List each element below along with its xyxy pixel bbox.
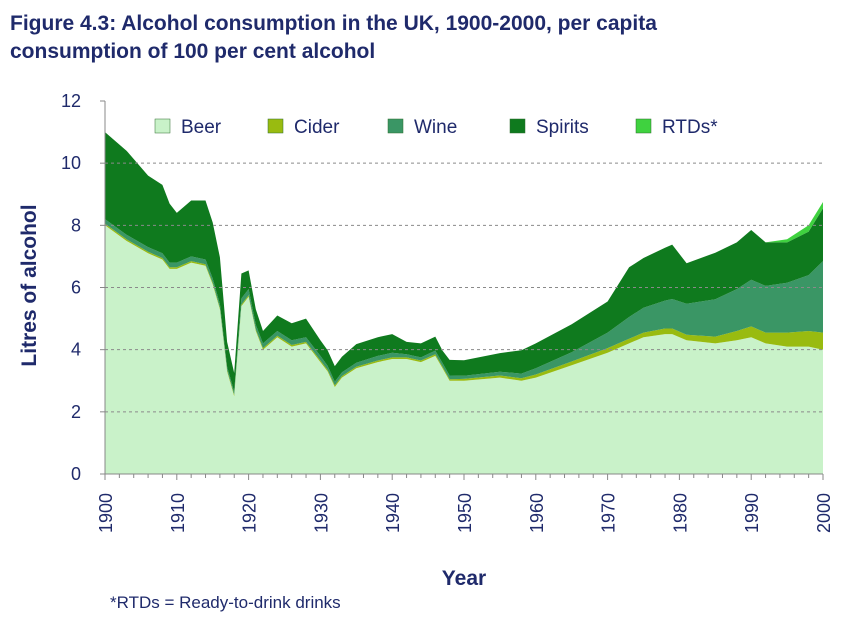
y-axis-title: Litres of alcohol bbox=[18, 204, 41, 366]
area-beer bbox=[105, 225, 823, 474]
x-axis-title: Year bbox=[442, 567, 486, 590]
x-tick-label-1990: 1990 bbox=[742, 493, 762, 533]
x-tick-label-1980: 1980 bbox=[670, 493, 690, 533]
x-tick-label-1930: 1930 bbox=[311, 493, 331, 533]
x-tick-label-1940: 1940 bbox=[383, 493, 403, 533]
y-tick-label-6: 6 bbox=[71, 278, 81, 298]
y-tick-label-10: 10 bbox=[61, 153, 81, 173]
chart-title-line-2: consumption of 100 per cent alcohol bbox=[10, 40, 376, 63]
legend-label-spirits: Spirits bbox=[536, 117, 589, 138]
footnote: *RTDs = Ready-to-drink drinks bbox=[110, 593, 341, 612]
legend-label-wine: Wine bbox=[414, 117, 457, 138]
legend-swatch-cider bbox=[267, 118, 284, 134]
y-tick-label-12: 12 bbox=[61, 91, 81, 111]
x-tick-label-2000: 2000 bbox=[814, 493, 834, 533]
legend-swatch-wine bbox=[387, 118, 404, 134]
y-tick-label-8: 8 bbox=[71, 215, 81, 235]
x-tick-label-1910: 1910 bbox=[168, 493, 188, 533]
legend-label-cider: Cider bbox=[294, 117, 340, 138]
y-tick-label-4: 4 bbox=[71, 340, 81, 360]
y-tick-label-0: 0 bbox=[71, 464, 81, 484]
area-wine bbox=[105, 219, 823, 395]
legend-label-rtds: RTDs* bbox=[662, 117, 718, 138]
legend-swatch-beer bbox=[154, 118, 171, 134]
legend-swatch-spirits bbox=[509, 118, 526, 134]
x-tick-label-1960: 1960 bbox=[527, 493, 547, 533]
x-tick-label-1970: 1970 bbox=[599, 493, 619, 533]
x-tick-label-1950: 1950 bbox=[455, 493, 475, 533]
x-tick-label-1900: 1900 bbox=[96, 493, 116, 533]
y-tick-label-2: 2 bbox=[71, 402, 81, 422]
x-tick-label-1920: 1920 bbox=[240, 493, 260, 533]
legend-label-beer: Beer bbox=[181, 117, 222, 138]
area-spirits bbox=[105, 132, 823, 392]
legend-swatch-rtds bbox=[635, 118, 652, 134]
chart-title: Figure 4.3: Alcohol consumption in the U… bbox=[10, 10, 850, 66]
chart-title-line-1: Figure 4.3: Alcohol consumption in the U… bbox=[10, 12, 657, 35]
